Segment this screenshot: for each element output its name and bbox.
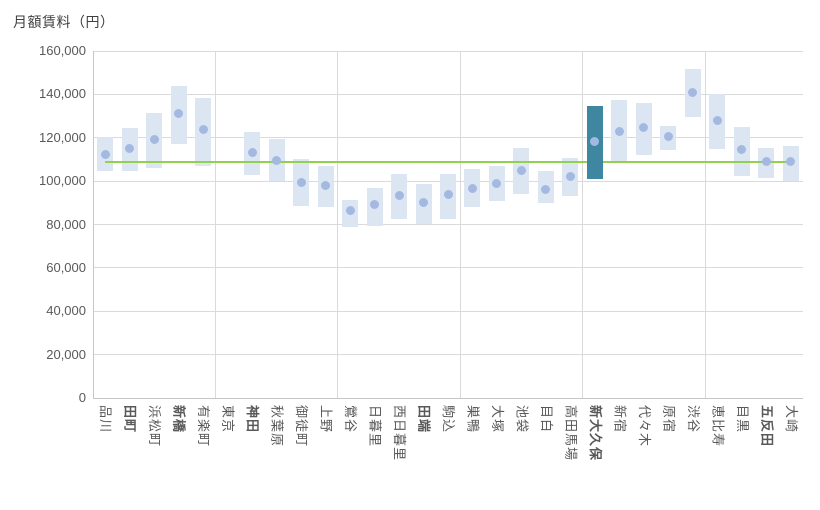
y-gridline — [93, 50, 803, 52]
x-axis-label: 駒込 — [441, 405, 456, 434]
mean-dot — [712, 115, 722, 125]
x-axis-label: 大崎 — [783, 405, 799, 434]
y-axis-label: 80,000 — [46, 216, 86, 232]
mean-dot — [541, 185, 551, 195]
x-axis-label: 高田馬場 — [563, 405, 579, 462]
y-gridline — [93, 354, 803, 356]
mean-dot — [443, 189, 453, 199]
x-axis-label: 鶯谷 — [343, 405, 359, 434]
y-axis-label: 40,000 — [46, 303, 86, 319]
y-gridline — [93, 224, 803, 225]
x-axis-label: 浜松町 — [147, 405, 163, 448]
y-axis-title: 月額賃料（円） — [13, 14, 115, 30]
mean-dot — [590, 136, 600, 146]
y-gridline — [93, 310, 803, 312]
mean-dot — [345, 205, 355, 215]
x-axis-label: 目黒 — [734, 405, 750, 434]
x-axis-label: 品川 — [98, 405, 114, 434]
y-axis-label: 20,000 — [46, 346, 86, 362]
y-axis-line — [93, 51, 94, 398]
x-axis-label: 目白 — [538, 405, 554, 434]
y-axis-label: 0 — [78, 390, 86, 405]
mean-dot — [639, 123, 649, 133]
x-axis-label: 日暮里 — [367, 405, 383, 448]
mean-dot — [516, 165, 526, 175]
mean-dot — [419, 198, 429, 208]
x-axis-label: 新宿 — [612, 405, 628, 434]
mean-dot — [198, 124, 208, 134]
mean-dot — [565, 172, 575, 182]
x-axis-label: 渋谷 — [685, 405, 701, 434]
mean-dot — [663, 132, 673, 142]
mean-dot — [272, 156, 282, 166]
mean-dot — [125, 144, 135, 154]
x-axis-line — [93, 398, 803, 399]
y-gridline — [93, 267, 803, 269]
x-axis-label: 原宿 — [661, 405, 677, 434]
x-axis-label: 有楽町 — [196, 405, 212, 448]
x-axis-label: 神田 — [245, 405, 261, 434]
y-axis-label: 120,000 — [39, 129, 86, 145]
x-axis-label: 池袋 — [514, 405, 530, 434]
mean-dot — [394, 190, 404, 200]
x-axis-label: 五反田 — [759, 405, 775, 448]
x-gridline — [337, 51, 339, 398]
mean-dot — [247, 148, 257, 158]
x-axis-label: 上野 — [318, 405, 334, 434]
mean-dot — [614, 126, 624, 136]
y-axis-label: 140,000 — [39, 86, 86, 102]
mean-dot — [786, 157, 796, 167]
x-axis-label: 御徒町 — [294, 405, 310, 448]
x-axis-label: 田端 — [416, 405, 432, 434]
x-axis-label: 新大久保 — [587, 405, 603, 462]
x-axis-label: 恵比寿 — [710, 405, 726, 448]
x-axis-label: 秋葉原 — [269, 405, 285, 448]
x-gridline — [214, 51, 216, 398]
x-axis-label: 新橋 — [171, 405, 187, 434]
mean-dot — [321, 180, 331, 190]
y-axis-label: 160,000 — [39, 43, 86, 58]
x-axis-label: 巣鴨 — [465, 405, 481, 434]
x-gridline — [459, 51, 461, 398]
mean-dot — [370, 200, 380, 210]
y-gridline — [93, 137, 803, 139]
mean-dot — [761, 157, 771, 167]
mean-dot — [174, 109, 184, 119]
x-axis-label: 西日暮里 — [392, 405, 408, 462]
x-gridline — [704, 51, 706, 398]
x-gridline — [582, 51, 584, 398]
x-axis-label: 大塚 — [489, 405, 505, 434]
y-axis-label: 60,000 — [46, 259, 86, 275]
mean-dot — [737, 145, 747, 155]
mean-dot — [100, 149, 110, 159]
mean-dot — [492, 178, 502, 188]
x-axis-label: 東京 — [220, 405, 236, 434]
mean-dot — [688, 87, 698, 97]
average-line — [105, 160, 791, 163]
x-axis-label: 田町 — [122, 405, 138, 434]
y-axis-label: 100,000 — [39, 173, 86, 189]
mean-dot — [467, 184, 477, 194]
mean-dot — [149, 135, 159, 145]
mean-dot — [296, 177, 306, 187]
y-gridline — [93, 93, 803, 95]
x-axis-label: 代々木 — [636, 405, 652, 448]
